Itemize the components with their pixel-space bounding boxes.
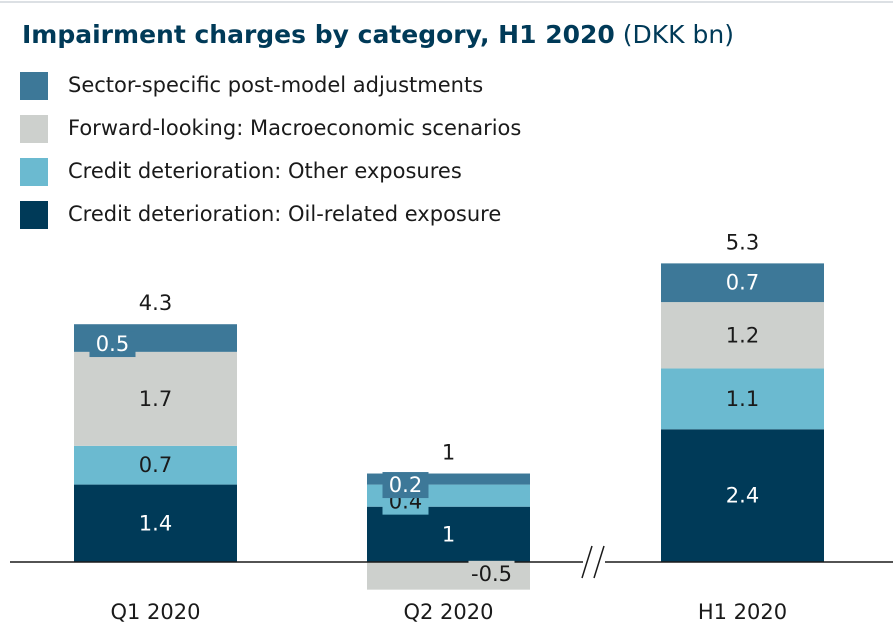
value-label-box [89, 331, 136, 358]
value-label: 0.2 [389, 473, 422, 497]
bar-segment [74, 445, 237, 485]
axis-break [581, 545, 605, 579]
value-label-box [468, 560, 515, 587]
total-label: 1 [442, 441, 455, 465]
value-label: 1.4 [139, 511, 172, 535]
bar-segment [74, 351, 237, 446]
legend-label: Credit deterioration: Other exposures [68, 159, 462, 183]
value-label: 1.2 [726, 323, 759, 347]
x-tick-label: Q1 2020 [110, 600, 200, 624]
x-tick-label: H1 2020 [698, 600, 787, 624]
total-label: 4.3 [139, 291, 172, 315]
bar-segment [74, 484, 237, 562]
value-label: -0.5 [471, 562, 512, 586]
legend-swatch [20, 115, 48, 143]
legend-label: Sector-specific post-model adjustments [68, 73, 483, 97]
value-label: 0.7 [726, 271, 759, 295]
chart-title: Impairment charges by category, H1 2020 (… [22, 20, 734, 49]
value-label: 1 [442, 522, 455, 546]
title-unit: (DKK bn) [623, 20, 734, 49]
legend-swatch [20, 158, 48, 186]
bar-segment [661, 368, 824, 430]
title-text: Impairment charges by category, H1 2020 [22, 20, 615, 49]
bar-segment [661, 263, 824, 303]
x-tick-label: Q2 2020 [403, 600, 493, 624]
legend-label: Forward-looking: Macroeconomic scenarios [68, 116, 521, 140]
legend-label: Credit deterioration: Oil-related exposu… [68, 202, 501, 226]
value-label: 0.5 [96, 332, 129, 356]
break-slash [593, 545, 605, 579]
total-label: 5.3 [726, 230, 759, 254]
bar-segment [367, 506, 530, 562]
value-label-box [382, 472, 429, 499]
bar-segment [661, 302, 824, 369]
legend-swatch [20, 201, 48, 229]
value-label: 2.4 [726, 484, 759, 508]
legend-swatch [20, 72, 48, 100]
break-slash [581, 545, 593, 579]
bar-segment [367, 473, 530, 485]
value-label: 1.1 [726, 387, 759, 411]
value-label: 0.7 [139, 453, 172, 477]
value-label: 1.7 [139, 387, 172, 411]
bar-segment [661, 429, 824, 562]
